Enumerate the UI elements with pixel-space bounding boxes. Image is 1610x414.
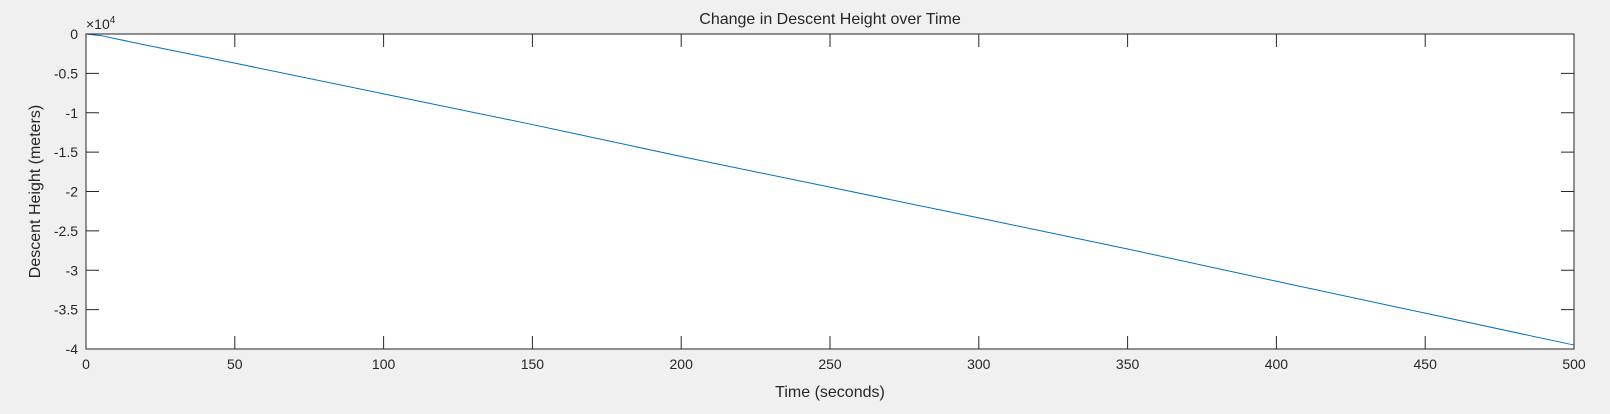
x-tick-label: 500: [1562, 356, 1586, 372]
x-tick-label: 150: [521, 356, 545, 372]
tick-labels: 0 50 100 150 200 250 300 350 400 450 500 0 -0.5 -1 -1.…: [54, 26, 1586, 372]
y-tick-label: -1: [66, 105, 79, 121]
x-tick-label: 400: [1265, 356, 1289, 372]
x-tick-label: 350: [1116, 356, 1140, 372]
y-tick-label: 0: [70, 26, 78, 42]
y-tick-label: -4: [66, 341, 79, 357]
x-tick-label: 200: [670, 356, 694, 372]
y-tick-label: -0.5: [54, 65, 78, 81]
y-exponent-power: 4: [110, 15, 116, 26]
y-tick-label: -2: [66, 184, 79, 200]
x-tick-label: 250: [818, 356, 842, 372]
series-line: [85, 33, 1575, 346]
x-tick-label: 300: [967, 356, 991, 372]
y-tick-label: -3.5: [54, 302, 78, 318]
y-exponent-label: ×104: [86, 15, 116, 32]
y-exponent-base: ×10: [86, 16, 110, 32]
y-tick-label: -2.5: [54, 223, 78, 239]
x-tick-label: 100: [372, 356, 396, 372]
axes-box: [85, 33, 1575, 350]
chart-title: Change in Descent Height over Time: [699, 11, 961, 28]
plot-area: [86, 34, 1574, 349]
y-tick-label: -1.5: [54, 144, 78, 160]
x-tick-label: 50: [227, 356, 243, 372]
y-axis-label: Descent Height (meters): [27, 105, 44, 278]
x-tick-label: 450: [1414, 356, 1438, 372]
y-tick-label: -3: [66, 262, 79, 278]
x-tick-label: 0: [82, 356, 90, 372]
x-axis-label: Time (seconds): [775, 384, 885, 401]
